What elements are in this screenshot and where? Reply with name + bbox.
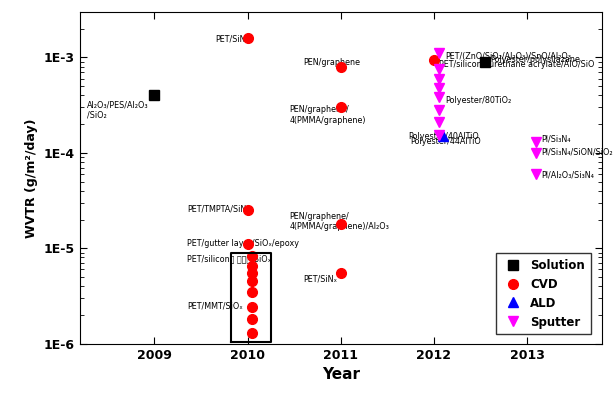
X-axis label: Year: Year (322, 367, 360, 382)
Text: PEN/graphene/
4(PMMA/graphene): PEN/graphene/ 4(PMMA/graphene) (290, 105, 366, 124)
Text: PET/MMT/SiOₓ: PET/MMT/SiOₓ (187, 301, 243, 310)
Text: PEN/graphene: PEN/graphene (303, 58, 360, 67)
Text: PET/silicon계 화합물/SiOₓ: PET/silicon계 화합물/SiOₓ (187, 254, 271, 263)
Text: PET/SiNₓ: PET/SiNₓ (303, 274, 338, 283)
Y-axis label: WVTR (g/m²/day): WVTR (g/m²/day) (25, 118, 38, 237)
Text: PET/silicone urethane acrylate/AlO/SiO: PET/silicone urethane acrylate/AlO/SiO (438, 60, 594, 69)
Text: PI/Al₂O₃/Si₃N₄: PI/Al₂O₃/Si₃N₄ (541, 171, 594, 180)
Legend: Solution, CVD, ALD, Sputter: Solution, CVD, ALD, Sputter (495, 253, 591, 335)
Text: PEN/graphene/
4(PMMA/graphene)/Al₂O₃: PEN/graphene/ 4(PMMA/graphene)/Al₂O₃ (290, 212, 389, 231)
Text: PET/gutter layer/SiOₓ/epoxy: PET/gutter layer/SiOₓ/epoxy (187, 239, 299, 248)
Text: PI/Si₃N₄/SiON/SiO₂: PI/Si₃N₄/SiON/SiO₂ (541, 147, 613, 156)
Text: PET/SiNₓ: PET/SiNₓ (215, 35, 249, 44)
Text: PET/(ZnO/SiO₂/Al₂O₃)/SnO/Al₂O₃: PET/(ZnO/SiO₂/Al₂O₃)/SnO/Al₂O₃ (445, 52, 571, 61)
Text: Polyester/40AlTiO: Polyester/40AlTiO (408, 132, 479, 141)
Text: PET/TMPTA/SiNₓ: PET/TMPTA/SiNₓ (187, 204, 250, 213)
Text: Polyester/polysilazane: Polyester/polysilazane (490, 55, 580, 64)
Text: Polyester/44AlTiO: Polyester/44AlTiO (411, 137, 481, 146)
Text: Al₂O₃/PES/Al₂O₃
/SiO₂: Al₂O₃/PES/Al₂O₃ /SiO₂ (87, 100, 149, 120)
Text: Polyester/80TiO₂: Polyester/80TiO₂ (445, 96, 511, 105)
Text: PI/Si₃N₄: PI/Si₃N₄ (541, 135, 570, 144)
